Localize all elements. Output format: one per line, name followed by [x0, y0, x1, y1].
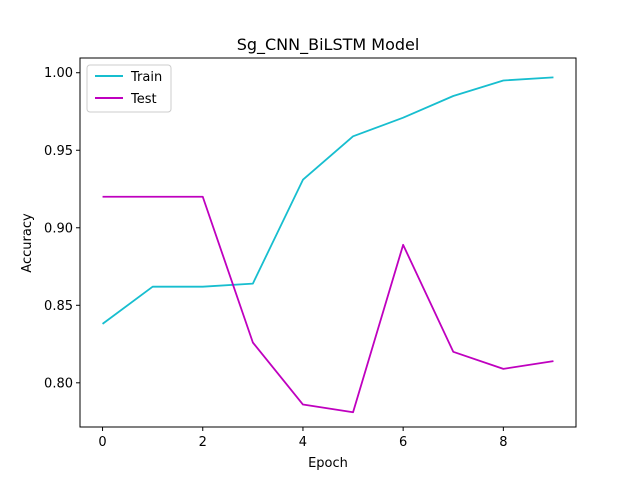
y-tick-label: 0.95 [44, 144, 73, 159]
x-axis-label: Epoch [308, 456, 348, 471]
x-tick-label: 0 [98, 435, 106, 450]
legend-label-test: Test [130, 92, 157, 107]
y-tick-label: 0.80 [44, 376, 73, 391]
x-tick-label: 8 [499, 435, 507, 450]
x-tick-label: 2 [199, 435, 207, 450]
x-tick-label: 6 [399, 435, 407, 450]
plot-frame [79, 57, 577, 428]
series-line-test [102, 195, 554, 414]
legend: Train Test [86, 64, 172, 113]
chart-title: Sg_CNN_BiLSTM Model [237, 35, 420, 55]
y-tick-label: 0.90 [44, 221, 73, 236]
series-line-train [102, 76, 554, 325]
series-layer [102, 76, 554, 414]
y-tick-label: 1.00 [44, 66, 73, 81]
x-tick-label: 4 [299, 435, 307, 450]
ticks-layer: 0 2 4 6 8 0.80 0.85 0.90 0.95 1.00 [44, 66, 507, 450]
y-tick-label: 0.85 [44, 299, 73, 314]
legend-label-train: Train [130, 70, 162, 85]
y-axis-label: Accuracy [20, 213, 35, 273]
